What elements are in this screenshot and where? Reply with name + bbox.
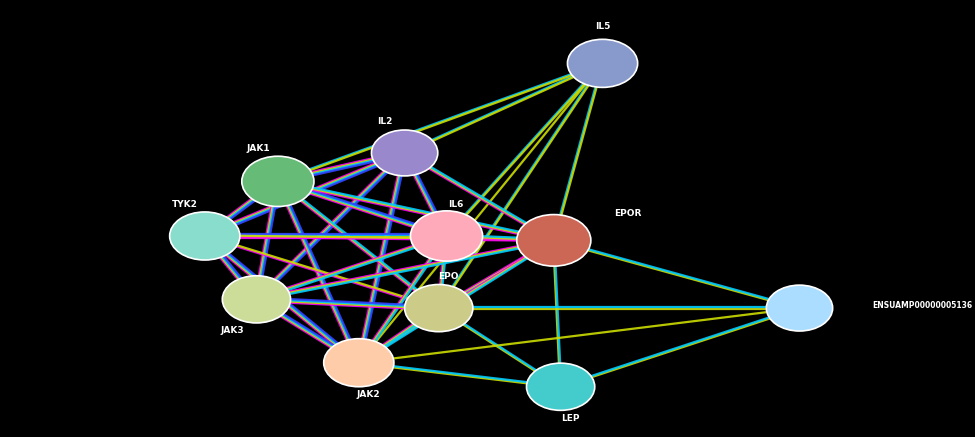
- Ellipse shape: [766, 285, 833, 331]
- Text: JAK1: JAK1: [247, 144, 270, 153]
- Ellipse shape: [222, 276, 291, 323]
- Ellipse shape: [242, 156, 314, 207]
- Text: LEP: LEP: [562, 414, 579, 423]
- Text: IL2: IL2: [377, 117, 393, 126]
- Ellipse shape: [324, 339, 394, 387]
- Text: IL5: IL5: [595, 22, 610, 31]
- Ellipse shape: [526, 363, 595, 410]
- Ellipse shape: [371, 130, 438, 176]
- Text: ENSUAMP00000005136: ENSUAMP00000005136: [873, 302, 973, 310]
- Text: JAK3: JAK3: [220, 326, 244, 335]
- Text: EPO: EPO: [438, 272, 459, 281]
- Ellipse shape: [170, 212, 240, 260]
- Ellipse shape: [567, 39, 638, 87]
- Ellipse shape: [405, 284, 473, 332]
- Text: IL6: IL6: [448, 200, 464, 209]
- Text: TYK2: TYK2: [173, 200, 198, 209]
- Ellipse shape: [517, 215, 591, 266]
- Text: JAK2: JAK2: [357, 390, 380, 399]
- Text: EPOR: EPOR: [614, 209, 642, 218]
- Ellipse shape: [410, 211, 483, 261]
